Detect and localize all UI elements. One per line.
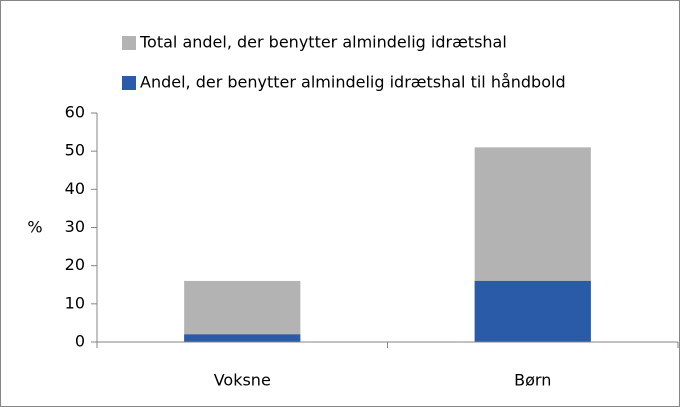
bar [474, 280, 591, 342]
bar [184, 280, 301, 342]
x-tick-label: Børn [514, 371, 551, 390]
y-tick-label: 40 [65, 179, 85, 198]
x-tick-label: Voksne [214, 371, 271, 390]
y-tick-label: 10 [65, 293, 85, 312]
legend-swatch [122, 36, 136, 50]
y-tick-label: 30 [65, 217, 85, 236]
legend-label: Total andel, der benytter almindelig idr… [139, 33, 507, 52]
y-tick-label: 20 [65, 255, 85, 274]
legend-label: Andel, der benytter almindelig idrætshal… [140, 73, 566, 92]
y-axis-label: % [27, 218, 42, 237]
y-tick-label: 50 [65, 141, 85, 160]
legend-swatch [122, 76, 136, 90]
y-tick-label: 0 [75, 332, 85, 351]
bar [184, 334, 301, 342]
y-tick-label: 60 [65, 103, 85, 122]
